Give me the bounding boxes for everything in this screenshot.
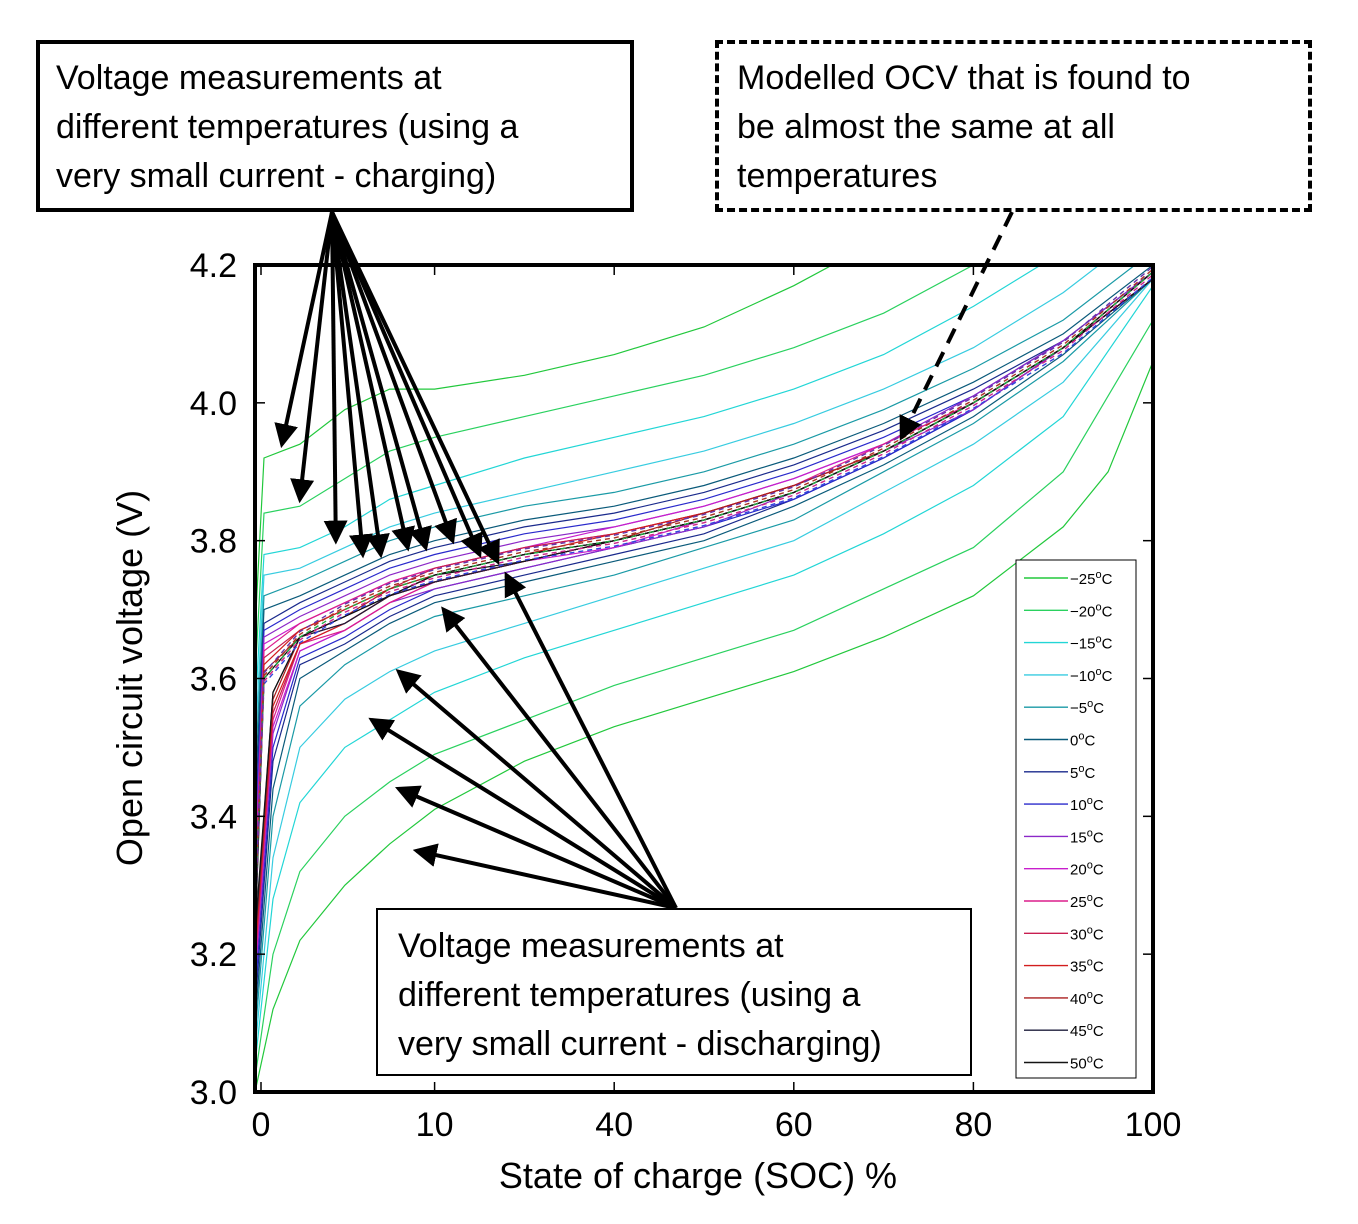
callout-charging-line: very small current - charging) [56,157,497,195]
series-5c-charge-line [255,271,1153,831]
charging-arrow [330,211,390,559]
charging-arrow [330,211,457,545]
x-tick-label: 40 [595,1106,633,1144]
y-tick-label: 3.6 [190,661,237,699]
x-tick-label: 10 [416,1106,454,1144]
charging-arrow [323,211,348,545]
legend-box [1015,559,1137,1079]
callout-discharging-line: different temperatures (using a [398,976,861,1014]
modelled-ocv-line [255,268,1153,911]
charging-arrow [274,211,334,449]
modelled-ocv-line [255,265,1153,908]
series--25c-discharge-line [255,361,1153,1092]
y-tick-label: 3.2 [190,936,237,974]
charging-arrow [330,211,373,559]
x-axis-label: State of charge (SOC) % [499,1155,897,1196]
series--15c-discharge-line [255,285,1153,1065]
legend-label: 0oC [1070,731,1095,750]
callout-discharging: Voltage measurements at different temper… [376,908,972,1076]
series--5c-discharge-line [255,278,1153,1037]
legend-label: 40oC [1070,989,1104,1008]
legend-label: −25oC [1070,569,1113,588]
discharging-arrow [441,606,678,910]
discharging-arrow [368,717,678,910]
modelled-ocv-line [255,274,1153,916]
x-tick-label: 80 [954,1106,992,1144]
series--10c-charge-line [255,265,1101,748]
series-10c-charge-line [255,271,1153,851]
series-0c-discharge-line [255,278,1153,1024]
legend-label: 20oC [1070,860,1104,879]
series--10c-discharge-line [255,278,1153,1051]
y-tick-label: 3.8 [190,523,237,561]
annotation-arrows [274,211,1014,910]
y-tick-label: 4.2 [190,247,237,285]
legend-label: −15oC [1070,634,1113,653]
legend-label: −5oC [1070,698,1104,717]
discharging-arrow [412,843,677,910]
x-tick-label: 60 [775,1106,813,1144]
x-tick-label: 0 [252,1106,271,1144]
discharging-arrow [395,669,678,910]
charging-arrow [290,211,334,504]
legend-label: −20oC [1070,601,1113,620]
modelled-ocv-arrow [899,211,1014,441]
axis-ticks: 3.0 3.2 3.4 3.6 3.8 4.0 4.2 0 10 40 60 80 100 [190,247,1182,1144]
callout-charging-line: Voltage measurements at [56,59,442,97]
y-tick-label: 3.0 [190,1074,237,1112]
legend-label: 30oC [1070,924,1104,943]
series--5c-charge-line [255,265,1136,776]
legend-label: 35oC [1070,957,1104,976]
legend-label: 25oC [1070,892,1104,911]
y-axis-label: Open circuit voltage (V) [109,490,150,866]
series--15c-charge-line [255,265,1042,714]
modelled-ocv-line [255,276,1153,919]
charging-arrow [330,211,483,559]
series-0c-charge-line [255,265,1153,803]
callout-modelled-line: Modelled OCV that is found to [737,59,1191,97]
callout-charging: Voltage measurements at different temper… [36,40,634,212]
x-tick-label: 100 [1125,1106,1182,1144]
y-tick-label: 4.0 [190,385,237,423]
callout-discharging-line: very small current - discharging) [398,1025,882,1063]
legend-label: 45oC [1070,1021,1104,1040]
callout-modelled-line: temperatures [737,157,938,195]
legend-label: −10oC [1070,666,1113,685]
legend-label: 5oC [1070,763,1095,782]
legend-label: 50oC [1070,1054,1104,1073]
series--25c-charge-line [255,265,834,631]
legend-label: 10oC [1070,795,1104,814]
charging-arrow [330,211,415,552]
callout-charging-line: different temperatures (using a [56,108,519,146]
callout-discharging-line: Voltage measurements at [398,927,784,965]
legend-label: 15oC [1070,827,1104,846]
discharging-arrow [395,785,677,910]
y-tick-label: 3.4 [190,798,237,836]
discharging-arrow [504,571,678,909]
charging-arrow [330,211,432,552]
legend: −25oC −20oC −15oC −10oC −5oC 0oC 5oC 10oC 15oC 20… [1015,559,1137,1079]
modelled-ocv-line [255,271,1153,913]
series-layer [255,265,1153,1092]
callout-modelled-ocv: Modelled OCV that is found to be almost … [715,40,1312,212]
series-15c-charge-line [255,271,1153,872]
callout-modelled-line: be almost the same at all [737,108,1115,146]
charging-arrow [330,211,500,565]
